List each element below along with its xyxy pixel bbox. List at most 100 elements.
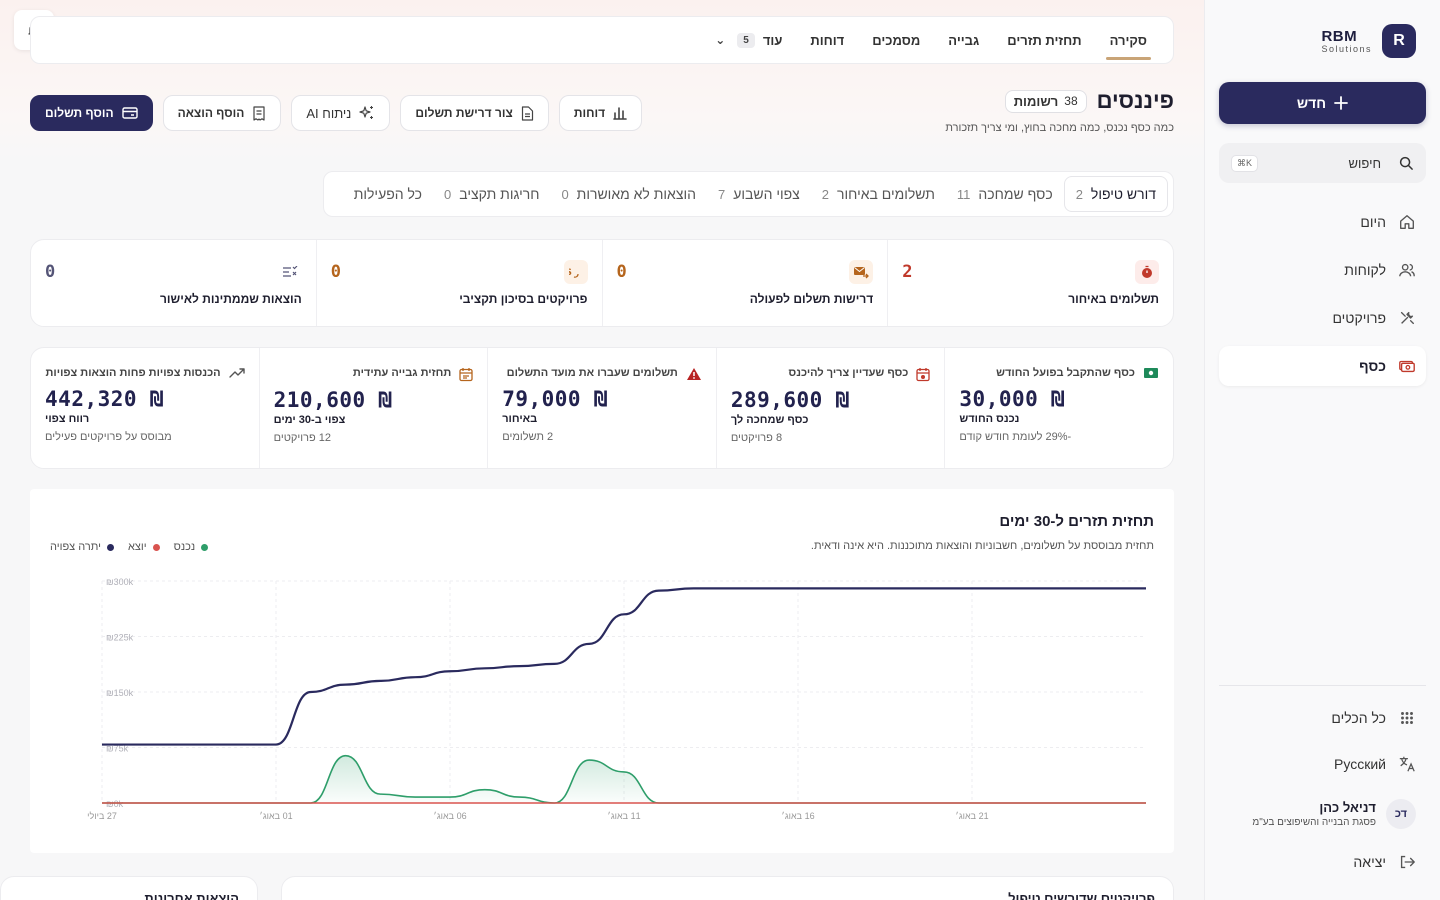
alert-label: פרויקטים בסיכון תקציבי (459, 292, 588, 306)
kpi-note: מבוסס על פרויקטים פעילים (45, 431, 172, 444)
create-payment-request-label: צור דרישת תשלום (415, 106, 513, 120)
language-button[interactable]: Русский (1219, 744, 1426, 784)
sidebar-item-clients[interactable]: לקוחות (1219, 250, 1426, 290)
records-label: רשומות (1013, 93, 1059, 109)
kpi-value: ₪ 442,320 (45, 387, 164, 412)
add-expense-label: הוסף הוצאה (177, 106, 245, 120)
x-tick-label: 21 באוג׳ (955, 811, 988, 821)
legend-item-outgoing[interactable]: יוצא (128, 541, 160, 553)
card-icon (121, 107, 138, 119)
filter-count: 0 (561, 186, 569, 202)
kpi-received-this-month[interactable]: כסף שהתקבל בפועל החודש ₪ 30,000 נכנס החו… (944, 348, 1173, 468)
alert-label: דרישות תשלום לפעולה (749, 292, 874, 306)
filter-count: 7 (717, 186, 726, 202)
kpi-row: כסף שהתקבל בפועל החודש ₪ 30,000 נכנס החו… (30, 347, 1174, 469)
filter-late-payments[interactable]: תשלומים באיחור 2 (811, 176, 946, 212)
all-tools-button[interactable]: כל הכלים (1219, 698, 1426, 738)
kpi-title: תשלומים שעברו את מועד התשלום (506, 367, 678, 379)
filter-tabs: דורש טיפול 2 כסף שמחכה 11 תשלומים באיחור… (323, 171, 1174, 217)
search-icon (1399, 156, 1413, 170)
bar-chart-icon (613, 107, 627, 120)
new-button[interactable]: חדש (1219, 82, 1426, 124)
alert-value: 2 (902, 262, 913, 282)
x-tick-label: 11 באוג׳ (607, 811, 640, 821)
legend-dot (201, 543, 209, 551)
sidebar-item-label: כסף (1359, 358, 1386, 374)
filter-label: כל הפעילות (353, 186, 423, 202)
legend-item-balance[interactable]: יתרה צפויה (50, 541, 114, 553)
sidebar-nav: היום לקוחות פרויקטים כסף (1219, 202, 1426, 394)
logout-button[interactable]: יציאה (1219, 842, 1426, 882)
legend-dot (152, 543, 160, 551)
sidebar-item-label: לקוחות (1344, 262, 1386, 278)
sidebar-item-projects[interactable]: פרויקטים (1219, 298, 1426, 338)
x-tick-label: 16 באוג׳ (781, 811, 814, 821)
tab-cashflow-forecast[interactable]: תחזית תזרים (1007, 32, 1082, 48)
kpi-caption: באיחור (502, 413, 538, 426)
search-button[interactable]: חיפוש ⌘K (1219, 143, 1426, 183)
brand-sub: Solutions (1321, 44, 1372, 54)
chart-legend: נכנס יוצא יתרה צפויה (50, 541, 209, 553)
filter-waiting-money[interactable]: כסף שמחכה 11 (946, 176, 1064, 212)
legend-item-income[interactable]: נכנס (174, 541, 209, 553)
translate-icon (1399, 756, 1415, 772)
legend-dot (106, 543, 114, 551)
create-payment-request-button[interactable]: צור דרישת תשלום (400, 95, 549, 131)
card-title: פרויקטים שדורשים טיפול (1008, 891, 1155, 900)
cash-icon (1144, 368, 1158, 378)
sidebar: R RBM Solutions חדש חיפוש ⌘K היום לקוחות… (1204, 0, 1440, 900)
kpi-expected-profit[interactable]: הכנסות צפויות פחות הוצאות צפויות ₪ 442,3… (31, 348, 259, 468)
filter-count: 2 (821, 186, 830, 202)
main-content: סקירה תחזית תזרים גבייה מסמכים דוחות עוד… (0, 0, 1204, 900)
warning-icon (686, 368, 701, 380)
alert-value: 0 (45, 262, 56, 282)
filter-count: 11 (956, 186, 971, 202)
tab-reports[interactable]: דוחות (810, 32, 845, 48)
legend-label: נכנס (173, 541, 196, 553)
alert-pending-expenses[interactable]: 0 הוצאות שממתינות לאישור (31, 240, 316, 326)
legend-label: יוצא (127, 541, 147, 553)
filter-unapproved-expenses[interactable]: הוצאות לא מאושרות 0 (550, 176, 707, 212)
filter-budget-overruns[interactable]: חריגות תקציב 0 (433, 176, 550, 212)
tab-documents[interactable]: מסמכים (872, 32, 921, 48)
money-icon (1399, 360, 1415, 373)
search-label: חיפוש (1348, 155, 1381, 171)
alert-payment-requests[interactable]: 0 דרישות תשלום לפעולה (601, 240, 888, 326)
filter-expected-this-week[interactable]: צפוי השבוע 7 (707, 176, 811, 212)
cashflow-chart[interactable]: ₪0k ₪75k ₪150k ₪225k ₪300k 27 ביולי 01 באוג׳ 06… (30, 489, 1174, 853)
filter-all-activity[interactable]: כל הפעילות (343, 176, 433, 212)
sidebar-item-label: היום (1360, 214, 1386, 230)
reports-button[interactable]: דוחות (558, 95, 643, 131)
calendar-icon (459, 368, 473, 382)
x-tick-label: 01 באוג׳ (259, 811, 292, 821)
filter-label: תשלומים באיחור (837, 186, 935, 202)
alert-label: הוצאות שממתינות לאישור (160, 292, 302, 306)
action-buttons: הוסף תשלום הוסף הוצאה ניתוח AI צור דרישת… (30, 95, 643, 131)
kpi-caption: צפוי ב-30 ימים (273, 414, 346, 426)
brand[interactable]: R RBM Solutions (1321, 24, 1416, 58)
tab-overview[interactable]: סקירה (1096, 16, 1161, 64)
legend-label: יתרה צפויה (50, 541, 101, 553)
reports-label: דוחות (573, 106, 606, 120)
add-expense-button[interactable]: הוסף הוצאה (162, 95, 282, 131)
user-profile[interactable]: דכ דניאל כהן פסגת הבנייה והשיפוצים בע"מ (1219, 790, 1426, 838)
alerts-row: 2 תשלומים באיחור 0 דרישות תשלום לפעולה $… (30, 239, 1174, 327)
receipt-icon (253, 105, 265, 121)
x-tick-label: 06 באוג׳ (433, 811, 466, 821)
kpi-note: 2 תשלומים (502, 431, 554, 444)
kpi-value: ₪ 289,600 (730, 388, 850, 412)
tab-more[interactable]: עוד 5 ⌄ (701, 16, 796, 64)
kpi-future-collection[interactable]: תחזית גבייה עתידית ₪ 210,600 צפוי ב-30 י… (258, 348, 488, 468)
kpi-overdue[interactable]: תשלומים שעברו את מועד התשלום ₪ 79,000 בא… (487, 348, 716, 468)
filter-needs-attention[interactable]: דורש טיפול 2 (1063, 176, 1168, 212)
ai-analysis-button[interactable]: ניתוח AI (291, 95, 391, 131)
sidebar-item-money[interactable]: כסף (1219, 346, 1426, 386)
user-name: דניאל כהן (1319, 800, 1376, 815)
sidebar-item-today[interactable]: היום (1219, 202, 1426, 242)
document-icon (521, 105, 533, 121)
alert-late-payments[interactable]: 2 תשלומים באיחור (887, 240, 1173, 326)
add-payment-button[interactable]: הוסף תשלום (30, 95, 153, 131)
tab-collection[interactable]: גבייה (948, 32, 980, 48)
kpi-still-to-come[interactable]: כסף שעדיין צריך להיכנס ₪ 289,600 כסף שמח… (715, 348, 945, 468)
alert-budget-risk[interactable]: $ 0 פרויקטים בסיכון תקציבי (315, 240, 602, 326)
